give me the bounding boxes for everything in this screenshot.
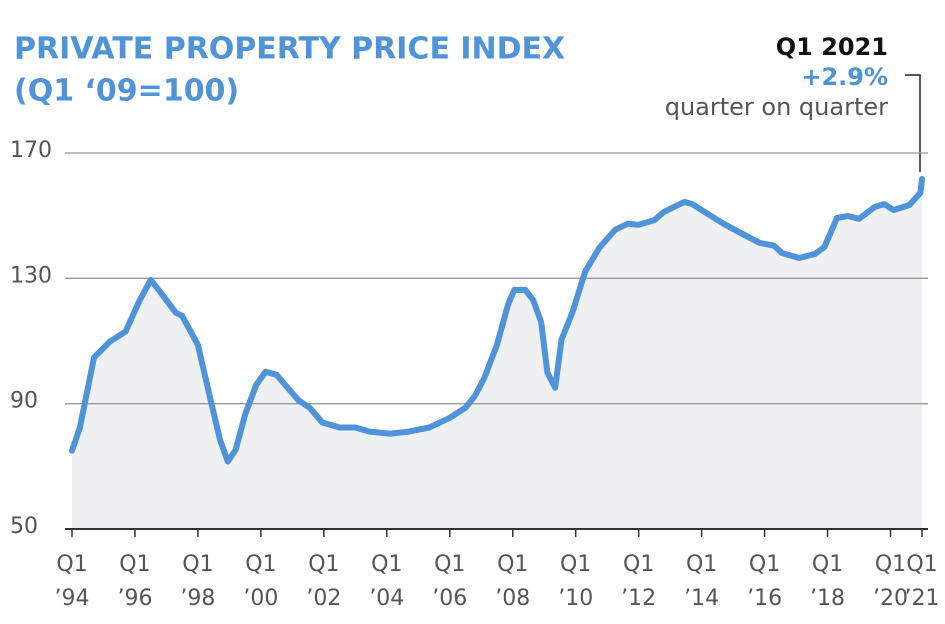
chart-title: PRIVATE PROPERTY PRICE INDEX xyxy=(14,32,565,67)
y-tick-label: 90 xyxy=(10,389,38,414)
x-tick-label: Q1’16 xyxy=(747,552,782,611)
x-tick-label: Q1’94 xyxy=(55,552,90,611)
annotation-period: Q1 2021 xyxy=(776,33,888,61)
y-tick-label: 170 xyxy=(10,138,52,163)
x-tick-label: Q1’98 xyxy=(180,552,215,611)
x-tick-label: Q1’96 xyxy=(117,552,152,611)
x-tick-label: Q1’02 xyxy=(306,552,341,611)
annotation-leader xyxy=(905,74,921,172)
x-tick-label: Q1’04 xyxy=(369,552,404,611)
line xyxy=(69,176,925,465)
x-tick-label: Q1’00 xyxy=(243,552,278,611)
annotation-note: quarter on quarter xyxy=(665,93,888,121)
x-tick-label: Q1’14 xyxy=(684,552,719,611)
x-tick-label: Q1’20 xyxy=(873,552,908,611)
y-tick-label: 50 xyxy=(10,514,38,539)
x-tick-label: Q1’08 xyxy=(495,552,530,611)
x-tick-label: Q1’21 xyxy=(905,552,940,611)
y-tick-label: 130 xyxy=(10,263,52,288)
area xyxy=(72,179,922,529)
chart-subtitle: (Q1 ‘09=100) xyxy=(14,74,239,109)
x-tick-label: Q1’10 xyxy=(558,552,593,611)
x-tick-label: Q1’18 xyxy=(810,552,845,611)
x-tick-label: Q1’12 xyxy=(621,552,656,611)
annotation-change: +2.9% xyxy=(801,63,888,91)
x-tick-label: Q1’06 xyxy=(432,552,467,611)
